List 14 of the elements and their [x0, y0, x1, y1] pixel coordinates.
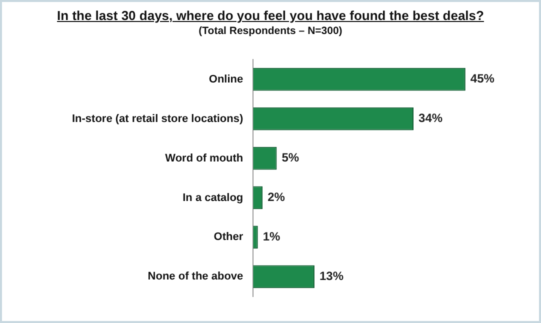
y-tick-label: Other	[214, 231, 244, 244]
data-label: 45%	[470, 72, 495, 86]
y-tick-label: None of the above	[148, 270, 244, 283]
y-tick-label: In-store (at retail store locations)	[72, 112, 244, 125]
chart-subtitle: (Total Respondents – N=300)	[198, 25, 344, 37]
y-tick-label: Online	[208, 73, 244, 86]
data-label: 13%	[319, 268, 344, 283]
data-label: 5%	[282, 150, 300, 165]
data-label: 34%	[418, 111, 443, 126]
data-label: 2%	[268, 190, 286, 204]
data-label: 1%	[262, 230, 281, 244]
y-tick-label: Word of mouth	[165, 152, 244, 164]
y-tick-label: In a catalog	[182, 192, 244, 204]
chart-title: In the last 30 days, where do you feel you have found the best deals?	[56, 8, 485, 23]
